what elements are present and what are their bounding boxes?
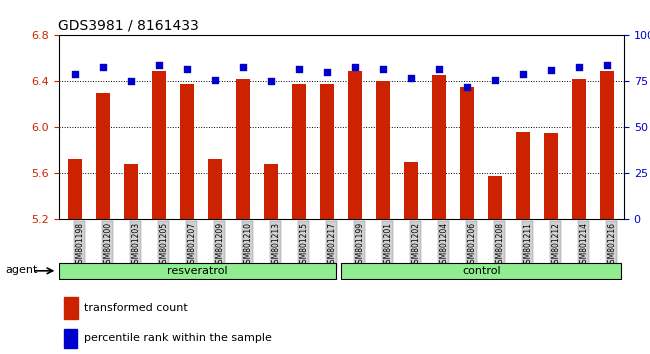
Bar <box>124 164 138 219</box>
Text: GSM801213: GSM801213 <box>271 222 280 268</box>
Text: agent: agent <box>6 265 38 275</box>
Bar <box>320 84 334 219</box>
Point <box>350 64 361 69</box>
Text: GSM801217: GSM801217 <box>327 222 336 268</box>
Text: GSM801198: GSM801198 <box>75 222 84 268</box>
Point <box>434 66 445 72</box>
Text: GSM801203: GSM801203 <box>131 222 140 268</box>
Text: GSM801207: GSM801207 <box>187 222 196 268</box>
FancyBboxPatch shape <box>341 263 621 279</box>
Text: GSM801212: GSM801212 <box>551 222 560 268</box>
Point <box>490 77 501 82</box>
FancyBboxPatch shape <box>58 263 335 279</box>
Text: GSM801199: GSM801199 <box>356 222 364 268</box>
Bar <box>265 164 278 219</box>
Point <box>462 84 473 90</box>
Bar <box>600 71 614 219</box>
Point <box>378 66 389 72</box>
Text: GSM801211: GSM801211 <box>523 222 532 268</box>
Point <box>126 79 136 84</box>
Bar <box>376 81 390 219</box>
Text: percentile rank within the sample: percentile rank within the sample <box>84 333 272 343</box>
Bar <box>180 84 194 219</box>
Text: GSM801215: GSM801215 <box>299 222 308 268</box>
Point <box>154 62 164 68</box>
Text: resveratrol: resveratrol <box>167 266 228 276</box>
Point <box>602 62 612 68</box>
Text: transformed count: transformed count <box>84 303 188 313</box>
Bar <box>516 132 530 219</box>
Bar <box>64 297 78 319</box>
Text: GSM801210: GSM801210 <box>243 222 252 268</box>
Text: GSM801209: GSM801209 <box>215 222 224 268</box>
Bar <box>96 93 110 219</box>
Text: GDS3981 / 8161433: GDS3981 / 8161433 <box>58 19 200 33</box>
Bar <box>68 159 83 219</box>
Point <box>406 75 417 81</box>
Bar <box>544 133 558 219</box>
Text: GSM801214: GSM801214 <box>579 222 588 268</box>
Text: GSM801216: GSM801216 <box>607 222 616 268</box>
Bar <box>572 79 586 219</box>
Text: GSM801200: GSM801200 <box>103 222 112 268</box>
Bar <box>348 71 362 219</box>
Point <box>210 77 220 82</box>
Bar <box>152 71 166 219</box>
Text: GSM801205: GSM801205 <box>159 222 168 268</box>
Bar <box>488 176 502 219</box>
Text: GSM801202: GSM801202 <box>411 222 421 268</box>
Point <box>238 64 248 69</box>
Text: control: control <box>462 266 500 276</box>
Point <box>294 66 304 72</box>
Text: GSM801206: GSM801206 <box>467 222 476 268</box>
Point <box>70 71 81 77</box>
Bar <box>208 159 222 219</box>
Bar <box>460 87 474 219</box>
Point <box>266 79 276 84</box>
Point <box>546 68 556 73</box>
Point <box>322 69 332 75</box>
Point <box>574 64 584 69</box>
Point <box>98 64 109 69</box>
Point <box>182 66 192 72</box>
Text: GSM801208: GSM801208 <box>495 222 504 268</box>
Bar <box>292 84 306 219</box>
Text: GSM801204: GSM801204 <box>439 222 448 268</box>
Text: GSM801201: GSM801201 <box>384 222 392 268</box>
Point <box>518 71 528 77</box>
Bar <box>404 162 418 219</box>
Bar <box>64 329 77 348</box>
Bar <box>236 79 250 219</box>
Bar <box>432 75 447 219</box>
